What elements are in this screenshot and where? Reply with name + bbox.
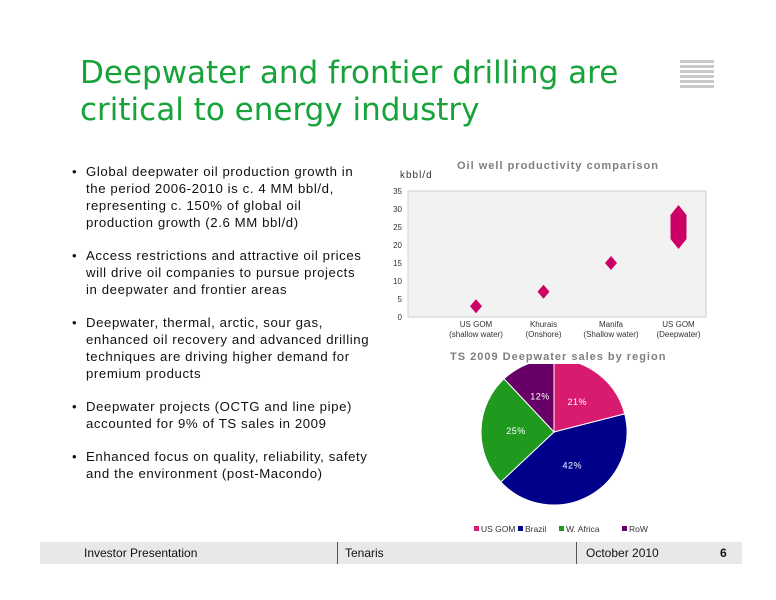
productivity-chart-title: Oil well productivity comparison	[457, 160, 659, 172]
x-tick-label: US GOM	[460, 320, 493, 329]
x-tick-label: (Shallow water)	[583, 330, 638, 339]
tenaris-logo-mark	[680, 60, 714, 92]
data-point-diamond	[470, 299, 482, 314]
x-tick-label: (shallow water)	[449, 330, 503, 339]
pie-slice-label: 42%	[563, 460, 583, 470]
legend-swatch	[474, 526, 479, 531]
y-tick-label: 15	[393, 259, 402, 268]
x-tick-label: US GOM	[662, 320, 695, 329]
y-axis-unit-label: kbbl/d	[400, 170, 433, 181]
footer-presentation-label: Investor Presentation	[84, 546, 198, 560]
y-tick-label: 10	[393, 277, 402, 286]
pie-slice	[503, 364, 555, 434]
legend-swatch	[559, 526, 564, 531]
legend-swatch	[518, 526, 523, 531]
legend-label: RoW	[629, 524, 648, 534]
page-number: 6	[720, 546, 727, 560]
bullet-item: Access restrictions and attractive oil p…	[70, 247, 370, 298]
legend-swatch	[622, 526, 627, 531]
slide-title: Deepwater and frontier drilling are crit…	[80, 55, 619, 128]
y-tick-label: 30	[393, 205, 402, 214]
footer-divider	[337, 542, 338, 564]
data-point-diamond	[605, 256, 617, 270]
footer-date: October 2010	[586, 546, 659, 560]
y-tick-label: 0	[398, 313, 403, 322]
legend-label: W. Africa	[566, 524, 600, 534]
y-tick-label: 35	[393, 187, 402, 196]
footer-divider	[576, 542, 577, 564]
y-tick-label: 5	[398, 295, 403, 304]
legend-label: US GOM	[481, 524, 515, 534]
footer-company-name: Tenaris	[345, 546, 384, 560]
y-tick-label: 25	[393, 223, 402, 232]
pie-slice	[480, 378, 555, 483]
bullet-item: Deepwater, thermal, arctic, sour gas, en…	[70, 314, 370, 382]
pie-slice	[500, 413, 628, 506]
legend-label: Brazil	[525, 524, 546, 534]
sales-pie-chart-title: TS 2009 Deepwater sales by region	[450, 351, 667, 363]
data-point-range	[670, 205, 687, 249]
pie-slice	[553, 364, 626, 433]
bullet-list: Global deepwater oil production growth i…	[70, 163, 370, 498]
data-point-diamond	[537, 284, 550, 299]
y-tick-label: 20	[393, 241, 402, 250]
footer-bar: Investor Presentation Tenaris October 20…	[40, 542, 742, 564]
sales-pie-chart: 21% 42% 25% 12% US GOM Brazil W. Africa RoW	[474, 364, 648, 534]
plot-area	[407, 190, 707, 318]
pie-slice-label: 25%	[506, 426, 526, 436]
bullet-item: Global deepwater oil production growth i…	[70, 163, 370, 231]
bullet-item: Enhanced focus on quality, reliability, …	[70, 448, 370, 482]
pie-slice-label: 12%	[530, 392, 550, 402]
x-tick-label: Manifa	[599, 320, 624, 329]
pie-slice-label: 21%	[568, 397, 588, 407]
x-tick-label: (Onshore)	[525, 330, 561, 339]
x-tick-label: (Deepwater)	[656, 330, 700, 339]
bullet-item: Deepwater projects (OCTG and line pipe) …	[70, 398, 370, 432]
x-tick-label: Khurais	[530, 320, 557, 329]
